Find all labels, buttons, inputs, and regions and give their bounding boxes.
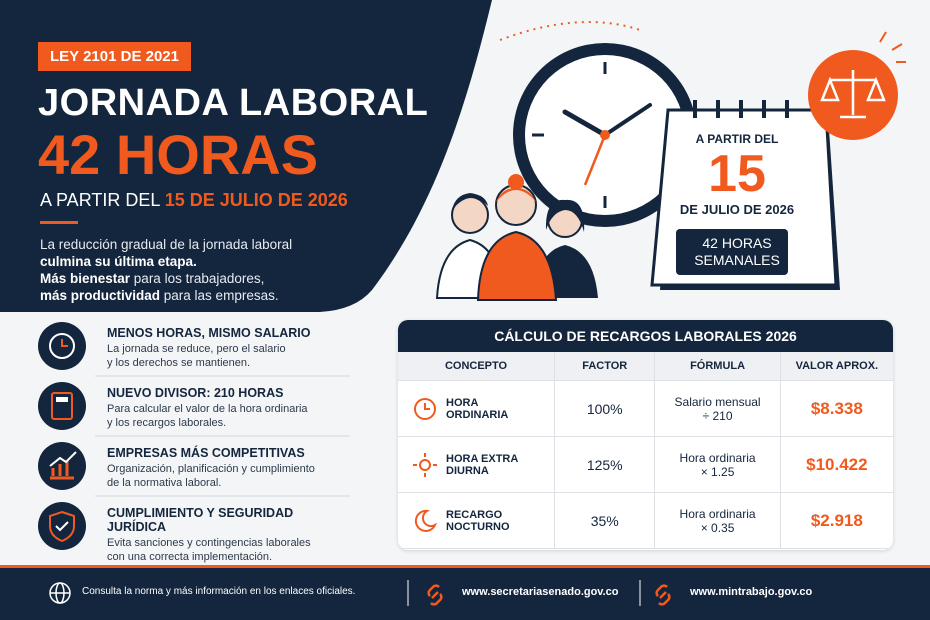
feature: EMPRESAS MÁS COMPETITIVAS Organización, p… [107, 446, 352, 490]
calendar-day: 15 [708, 145, 766, 203]
concept: HORA EXTRA DIURNA [446, 452, 518, 477]
intro-text: para las empresas. [160, 288, 279, 303]
value: $10.422 [806, 454, 868, 474]
concept-cell: RECARGO NOCTURNO [398, 493, 556, 548]
formula: × 1.25 [700, 464, 735, 479]
clock [513, 43, 697, 227]
formula-cell: Hora ordinaria × 1.25 [655, 437, 781, 492]
formula-cell: Hora ordinaria × 0.35 [655, 493, 781, 548]
feature-text: La jornada se reduce, pero el salario [107, 343, 286, 355]
intro-bold: Más bienestar [40, 271, 131, 286]
table-row: RECARGO NOCTURNO 35% Hora ordinaria × 0.35 $… [398, 493, 893, 549]
people-illustration [435, 174, 598, 301]
feature-dividers [95, 375, 350, 497]
concept-cell: HORA ORDINARIA [398, 381, 556, 436]
footer: Consulta la norma y más información en l… [0, 565, 930, 620]
feature-title: CUMPLIMIENTO Y SEGURIDAD JURÍDICA [107, 506, 294, 534]
calendar-hours: SEMANALES [694, 252, 780, 268]
value: $2.918 [810, 510, 863, 530]
calendar-prefix: A PARTIR DEL [695, 132, 779, 146]
header-cell: FACTOR [555, 352, 656, 380]
intro-text: para los trabajadores, [130, 271, 265, 286]
factor: 100% [555, 381, 656, 436]
background-art [0, 0, 906, 550]
table-row: HORA ORDINARIA 100% Salario mensual ÷ 210 $8… [398, 381, 893, 437]
feature-title: NUEVO DIVISOR: 210 HORAS [107, 386, 284, 400]
footer-icons [49, 580, 671, 606]
feature: NUEVO DIVISOR: 210 HORAS Para calcular el… [107, 386, 352, 430]
hero-panel [0, 0, 492, 312]
justice-icon [808, 31, 906, 140]
concept: HORA ORDINARIA [446, 396, 509, 421]
dotted-arc [499, 21, 641, 41]
feature-text: y los derechos se mantienen. [107, 357, 251, 369]
feature-text: Para calcular el valor de la hora ordina… [107, 403, 308, 415]
row-icon [414, 509, 438, 532]
feature: CUMPLIMIENTO Y SEGURIDAD JURÍDICA Evita s… [107, 506, 352, 564]
feature-title: EMPRESAS MÁS COMPETITIVAS [107, 446, 305, 460]
intro: La reducción gradual de la jornada labor… [40, 236, 292, 304]
feature-text: Evita sanciones y contingencias laborale… [107, 537, 311, 549]
feature-text: de la normativa laboral. [107, 477, 222, 489]
feature-text: con una correcta implementación. [107, 551, 273, 563]
formula: × 0.35 [700, 520, 735, 535]
feature: MENOS HORAS, MISMO SALARIO La jornada se … [107, 326, 352, 370]
header-row: CONCEPTO FACTOR FÓRMULA VALOR APROX. [398, 352, 893, 381]
calendar-hours: 42 HORAS [702, 235, 772, 251]
formula: ÷ 210 [702, 408, 733, 423]
calendar-text: A PARTIR DEL 15 DE JULIO DE 2026 42 HORA… [652, 132, 822, 269]
formula-cell: Salario mensual ÷ 210 [655, 381, 781, 436]
feature-text: Organización, planificación y cumplimien… [107, 463, 315, 475]
law-badge: LEY 2101 DE 2021 [38, 42, 191, 71]
concept: RECARGO NOCTURNO [446, 508, 510, 533]
table-row: HORA EXTRA DIURNA 125% Hora ordinaria × 1.2… [398, 437, 893, 493]
subtitle: A PARTIR DEL 15 DE JULIO DE 2026 [40, 190, 348, 211]
header-cell: VALOR APROX. [795, 360, 879, 372]
table-title: CÁLCULO DE RECARGOS LABORALES 2026 [398, 320, 893, 352]
header-cell: CONCEPTO [398, 352, 556, 380]
subtitle-prefix: A PARTIR DEL [40, 190, 160, 210]
intro-line: La reducción gradual de la jornada labor… [40, 237, 293, 252]
calendar-month: DE JULIO DE 2026 [679, 202, 795, 217]
table-body: HORA ORDINARIA 100% Salario mensual ÷ 210 $8… [398, 381, 893, 549]
subtitle-date: 15 DE JULIO DE 2026 [164, 190, 348, 210]
footer-link[interactable]: www.mintrabajo.gov.co [690, 586, 813, 598]
formula: Salario mensual [674, 394, 761, 409]
feature-title: MENOS HORAS, MISMO SALARIO [107, 326, 311, 340]
formula: Hora ordinaria [679, 506, 756, 521]
row-icon [413, 452, 437, 477]
rule [40, 221, 78, 224]
formula: Hora ordinaria [679, 450, 756, 465]
row-icon [414, 397, 436, 420]
header-cell: FÓRMULA [655, 352, 781, 380]
feature-text: y los recargos laborales. [107, 417, 227, 429]
title-line: JORNADA LABORAL [38, 82, 429, 124]
intro-line: culmina su última etapa. [40, 254, 197, 269]
value: $8.338 [810, 398, 863, 418]
factor: 125% [555, 437, 656, 492]
intro-bold: más productividad [40, 288, 161, 303]
title-hours: 42 HORAS [38, 123, 319, 186]
footer-link[interactable]: www.secretariasenado.gov.co [462, 586, 619, 598]
factor: 35% [555, 493, 656, 548]
footer-note: Consulta la norma y más información en l… [82, 586, 356, 597]
calendar-illustration [650, 100, 840, 290]
surcharge-table: CÁLCULO DE RECARGOS LABORALES 2026 CONCE… [398, 320, 893, 550]
concept-cell: HORA EXTRA DIURNA [398, 437, 556, 492]
feature-icons [38, 322, 86, 550]
